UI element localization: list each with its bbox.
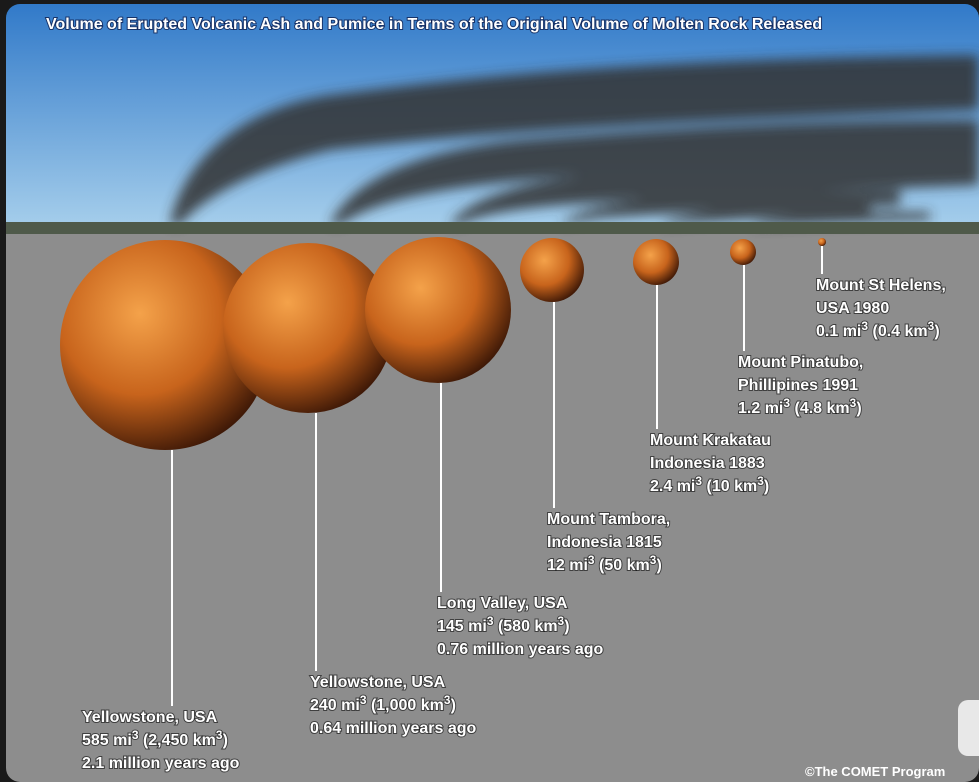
sphere [223,243,393,413]
eruption-label: Yellowstone, USA [310,674,446,691]
volume-text: 585 mi [82,732,132,749]
volume-text: ) [223,732,228,749]
volume-text: (4.8 km [790,400,850,417]
volume-text: 240 mi [310,697,360,714]
superscript: 3 [588,553,595,567]
sphere [730,239,756,265]
sphere [520,238,584,302]
volume-text: ) [656,557,661,574]
volume-text: 2.4 mi [650,478,695,495]
volume-text: 0.1 mi [816,323,861,340]
volume-text: (10 km [702,478,757,495]
eruption-label: Phillipines 1991 [738,377,858,394]
superscript: 3 [928,319,935,333]
volume-label: 145 mi3 (580 km3) [437,614,570,635]
eruption-label: Mount Pinatubo, [738,354,863,371]
sphere [633,239,679,285]
superscript: 3 [360,693,367,707]
volume-text: (50 km [595,557,650,574]
volume-label: 1.2 mi3 (4.8 km3) [738,396,862,417]
volume-text: 145 mi [437,618,487,635]
volume-text: 12 mi [547,557,588,574]
superscript: 3 [850,396,857,410]
eruption-label: 0.64 million years ago [310,720,477,737]
volume-label: 240 mi3 (1,000 km3) [310,693,456,714]
volume-text: ) [451,697,456,714]
horizon [6,222,979,234]
sphere [365,237,511,383]
volume-text: ) [764,478,769,495]
volume-text: (580 km [494,618,558,635]
eruption-label: Mount St Helens, [816,277,946,294]
superscript: 3 [757,474,764,488]
title: Volume of Erupted Volcanic Ash and Pumic… [46,16,822,33]
superscript: 3 [487,614,494,628]
superscript: 3 [444,693,451,707]
volume-text: ) [856,400,861,417]
volume-text: (2,450 km [139,732,216,749]
superscript: 3 [558,614,565,628]
volume-text: ) [934,323,939,340]
spheres [60,237,826,706]
superscript: 3 [861,319,868,333]
superscript: 3 [650,553,657,567]
eruption-label: Long Valley, USA [437,595,568,612]
eruption-label: Yellowstone, USA [82,709,218,726]
volume-label: 2.4 mi3 (10 km3) [650,474,769,495]
eruption-label: Indonesia 1815 [547,534,662,551]
side-button[interactable] [958,700,979,756]
eruption-label: 0.76 million years ago [437,641,604,658]
superscript: 3 [695,474,702,488]
eruption-label: Mount Krakatau [650,432,771,449]
credit: ©The COMET Program [805,764,945,779]
volume-label: 12 mi3 (50 km3) [547,553,662,574]
superscript: 3 [783,396,790,410]
ash-plumes [170,55,979,226]
sphere [60,240,270,450]
eruption-label: Indonesia 1883 [650,455,765,472]
volume-label: 0.1 mi3 (0.4 km3) [816,319,940,340]
sphere [818,238,826,246]
volume-label: 585 mi3 (2,450 km3) [82,728,228,749]
volume-text: (0.4 km [868,323,928,340]
volume-text: (1,000 km [367,697,444,714]
eruption-label: USA 1980 [816,300,889,317]
volume-text: ) [564,618,569,635]
superscript: 3 [132,728,139,742]
superscript: 3 [216,728,223,742]
eruption-label: Mount Tambora, [547,511,670,528]
eruption-label: 2.1 million years ago [82,755,240,772]
volume-text: 1.2 mi [738,400,783,417]
